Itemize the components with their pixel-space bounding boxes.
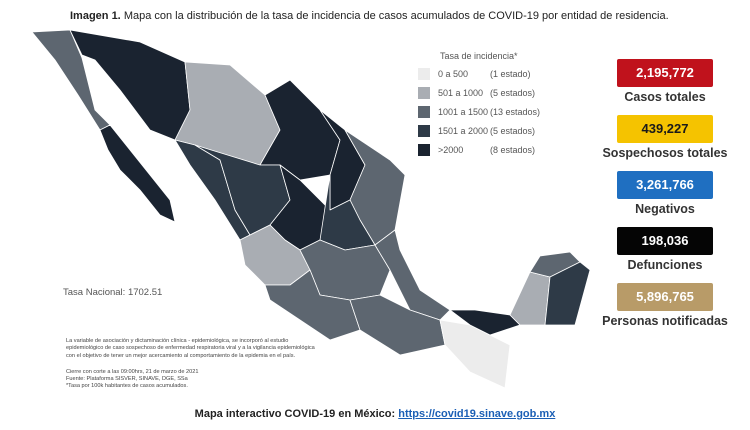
stat: 5,896,765 Personas notificadas: [590, 283, 740, 339]
stat-label: Defunciones: [627, 258, 703, 272]
legend: Tasa de incidencia* 0 a 500 (1 estado) 501…: [418, 51, 540, 159]
note-line: La variable de asociación y dictaminació…: [66, 338, 289, 344]
legend-range: 1001 a 1500: [438, 106, 489, 117]
source-line: Fuente: Plataforma SISVER, SINAVE, DGE, …: [66, 376, 188, 382]
legend-range: 1501 a 2000: [438, 125, 489, 136]
stat-label: Personas notificadas: [602, 314, 728, 328]
legend-swatch: [418, 67, 430, 80]
notes: La variable de asociación y dictaminació…: [66, 338, 315, 360]
title-label: Imagen 1.: [70, 10, 121, 22]
legend-count: (1 estado): [490, 68, 531, 79]
legend-swatch: [418, 105, 430, 118]
legend-range: 501 a 1000: [438, 87, 484, 98]
sources: Cierre con corte a las 09:00hrs, 21 de m…: [66, 369, 198, 390]
footer-link[interactable]: https://covid19.sinave.gob.mx: [398, 408, 556, 420]
state: [259, 79, 341, 181]
stat-value: 5,896,765: [617, 283, 713, 311]
legend-swatch: [418, 86, 430, 99]
title: Imagen 1. Mapa con la distribución de la…: [70, 10, 669, 22]
national-rate: Tasa Nacional: 1702.51: [63, 287, 163, 298]
state: [509, 271, 551, 326]
note-line: con el objetivo de tener un mejor acerca…: [66, 352, 296, 359]
stat-label: Casos totales: [624, 90, 706, 104]
stats: 2,195,772 Casos totales 439,227 Sospechosos…: [590, 59, 740, 339]
source-line: Cierre con corte a las 09:00hrs, 21 de m…: [66, 369, 199, 375]
footer-text: Mapa interactivo COVID-19 en México:: [194, 408, 396, 420]
state: [544, 261, 591, 326]
legend-count: (13 estados): [490, 106, 541, 117]
legend-count: (5 estados): [490, 87, 536, 98]
stat-value: 2,195,772: [617, 59, 713, 87]
legend-item: 501 a 1000 (5 estados): [418, 83, 540, 102]
state: [99, 124, 176, 223]
state: [529, 251, 581, 278]
legend-item: 1501 a 2000 (5 estados): [418, 121, 540, 140]
stat-value: 3,261,766: [617, 171, 713, 199]
stat: 198,036 Defunciones: [590, 227, 740, 283]
stat: 3,261,766 Negativos: [590, 171, 740, 227]
stat: 2,195,772 Casos totales: [590, 59, 740, 115]
legend-count: (8 estados): [490, 144, 536, 155]
state: [69, 29, 191, 141]
stat-value: 198,036: [617, 227, 713, 255]
stat-label: Negativos: [635, 202, 695, 216]
legend-count: (5 estados): [490, 125, 536, 136]
legend-item: 1001 a 1500 (13 estados): [418, 102, 540, 121]
stat-label: Sospechosos totales: [602, 146, 728, 160]
legend-range: 0 a 500: [438, 68, 469, 79]
note-line: epidemiológico de caso sospechoso de enf…: [66, 345, 315, 352]
legend-title: Tasa de incidencia*: [440, 51, 518, 61]
footer: Mapa interactivo COVID-19 en México: htt…: [0, 408, 750, 420]
stat: 439,227 Sospechosos totales: [590, 115, 740, 171]
legend-item: >2000 (8 estados): [418, 140, 540, 159]
legend-swatch: [418, 124, 430, 137]
state: [439, 319, 511, 389]
source-line: *Tasa por 100k habitantes de casos acumu…: [66, 383, 188, 389]
title-text: Mapa con la distribución de la tasa de i…: [123, 10, 669, 22]
legend-swatch: [418, 143, 430, 156]
legend-item: 0 a 500 (1 estado): [418, 64, 540, 83]
stat-value: 439,227: [617, 115, 713, 143]
legend-range: >2000: [438, 144, 464, 155]
